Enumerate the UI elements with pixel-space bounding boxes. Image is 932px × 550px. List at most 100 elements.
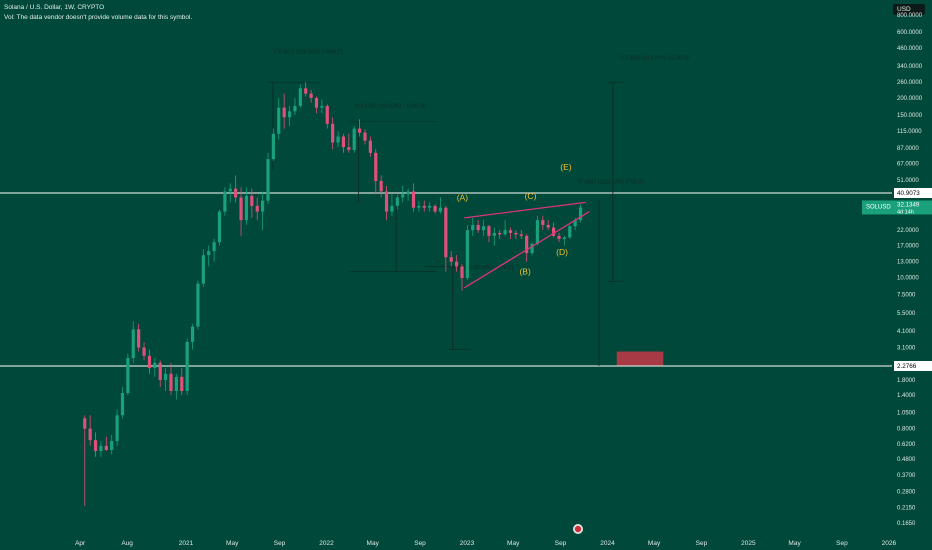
candle-body xyxy=(374,152,378,181)
price-axis-label: 17.0000 xyxy=(897,244,919,250)
currency-button[interactable]: USD xyxy=(893,4,925,15)
price-tag xyxy=(894,188,932,198)
candle xyxy=(449,251,453,267)
candle xyxy=(287,105,292,127)
time-axis-label: May xyxy=(226,540,239,547)
candle xyxy=(363,129,367,145)
wedge-line xyxy=(463,211,590,289)
candle xyxy=(374,149,378,195)
time-axis-label: Sep xyxy=(555,540,567,547)
wave-label: (E) xyxy=(560,162,572,172)
price-axis[interactable]: 800.0000 600.0000 460.0000 340.0000 260.0000… xyxy=(897,13,923,527)
candle-body xyxy=(552,227,556,236)
price-tag-value: 2.2766 xyxy=(897,363,917,370)
candle-body xyxy=(239,197,243,221)
candle-body xyxy=(347,147,351,150)
candle xyxy=(271,128,275,161)
price-axis-label: 0.3700 xyxy=(897,473,916,479)
candle xyxy=(422,200,426,212)
candle xyxy=(83,415,87,506)
candle-body xyxy=(546,224,550,228)
last-price-tag xyxy=(894,200,932,215)
candle-body xyxy=(174,376,178,391)
candle xyxy=(368,136,372,157)
time-axis-label: 2023 xyxy=(460,540,475,547)
time-axis[interactable]: Apr Aug 2021 May Sep 2022 May Sep 2023 May Sep 2024… xyxy=(75,540,896,547)
candle xyxy=(503,220,507,236)
candle-body xyxy=(298,88,302,106)
candle xyxy=(282,93,286,129)
candle xyxy=(557,232,561,243)
target-box xyxy=(616,351,664,366)
price-axis-label: 67.0000 xyxy=(897,161,919,167)
candle-body xyxy=(99,445,103,452)
candle xyxy=(401,185,405,203)
candle xyxy=(120,387,125,419)
price-axis-label: 5.5000 xyxy=(897,311,916,317)
candle xyxy=(358,119,362,137)
candle-body xyxy=(541,220,545,225)
candle-body xyxy=(309,93,313,98)
candle xyxy=(196,280,200,330)
candle-body xyxy=(530,243,534,254)
candle-body xyxy=(417,205,421,208)
candle-body xyxy=(460,266,464,278)
candle-body xyxy=(568,226,572,238)
candle xyxy=(336,131,340,148)
time-axis-label: 2024 xyxy=(600,540,615,547)
candle xyxy=(277,97,281,140)
time-axis-label: Aug xyxy=(121,540,133,547)
candle-body xyxy=(88,428,92,441)
price-axis-label: 115.0000 xyxy=(897,129,922,135)
candle-body xyxy=(363,132,367,141)
candle xyxy=(228,183,232,203)
last-price-value: 32.1349 xyxy=(897,201,920,208)
price-axis-label: 200.0000 xyxy=(897,96,923,102)
candle xyxy=(137,323,141,352)
candle-body xyxy=(196,283,200,327)
candle xyxy=(535,215,540,246)
price-axis-label: 0.8000 xyxy=(897,427,916,433)
candle xyxy=(250,188,254,218)
candle xyxy=(568,224,572,239)
measurement-label: 176.9671 (328.55%) 17696.71 xyxy=(273,50,343,56)
candle-body xyxy=(465,230,469,278)
candle-body xyxy=(93,440,98,452)
wave-label: (C) xyxy=(525,191,537,201)
candlestick-series xyxy=(83,82,583,506)
time-axis-label: Sep xyxy=(414,540,426,547)
candle xyxy=(99,441,103,457)
candle xyxy=(444,205,448,272)
candle xyxy=(223,187,227,216)
time-axis-label: 2026 xyxy=(882,540,897,547)
candle-body xyxy=(142,347,146,356)
candle-body xyxy=(293,105,297,112)
candle xyxy=(481,220,486,236)
candle-body xyxy=(406,191,410,195)
time-axis-label: Apr xyxy=(75,540,86,547)
candle xyxy=(519,230,523,239)
candle xyxy=(438,197,443,214)
candle-body xyxy=(433,205,437,212)
price-axis-label: 0.1650 xyxy=(897,521,916,527)
candle-body xyxy=(277,107,281,134)
candle xyxy=(88,415,92,446)
candle-body xyxy=(444,207,448,258)
candle xyxy=(163,368,168,391)
candle xyxy=(147,349,152,374)
measurement-tools: 176.9671 (328.55%) 17696.71 113.4781 (−64… xyxy=(267,50,690,366)
candle xyxy=(498,230,502,239)
candle-body xyxy=(325,105,329,124)
candle xyxy=(174,373,178,400)
candle-body xyxy=(250,195,254,206)
price-axis-label: 10.0000 xyxy=(897,275,919,281)
candle xyxy=(153,358,157,377)
candle-body xyxy=(271,133,275,160)
volume-note: Vol: The data vendor doesn't provide vol… xyxy=(4,14,193,21)
wave-labels: (A) (B) (C) (D) (E) xyxy=(457,162,572,276)
candle xyxy=(180,368,184,396)
price-axis-label: 0.2150 xyxy=(897,505,916,511)
candle-body xyxy=(336,136,340,143)
candle xyxy=(433,204,437,214)
